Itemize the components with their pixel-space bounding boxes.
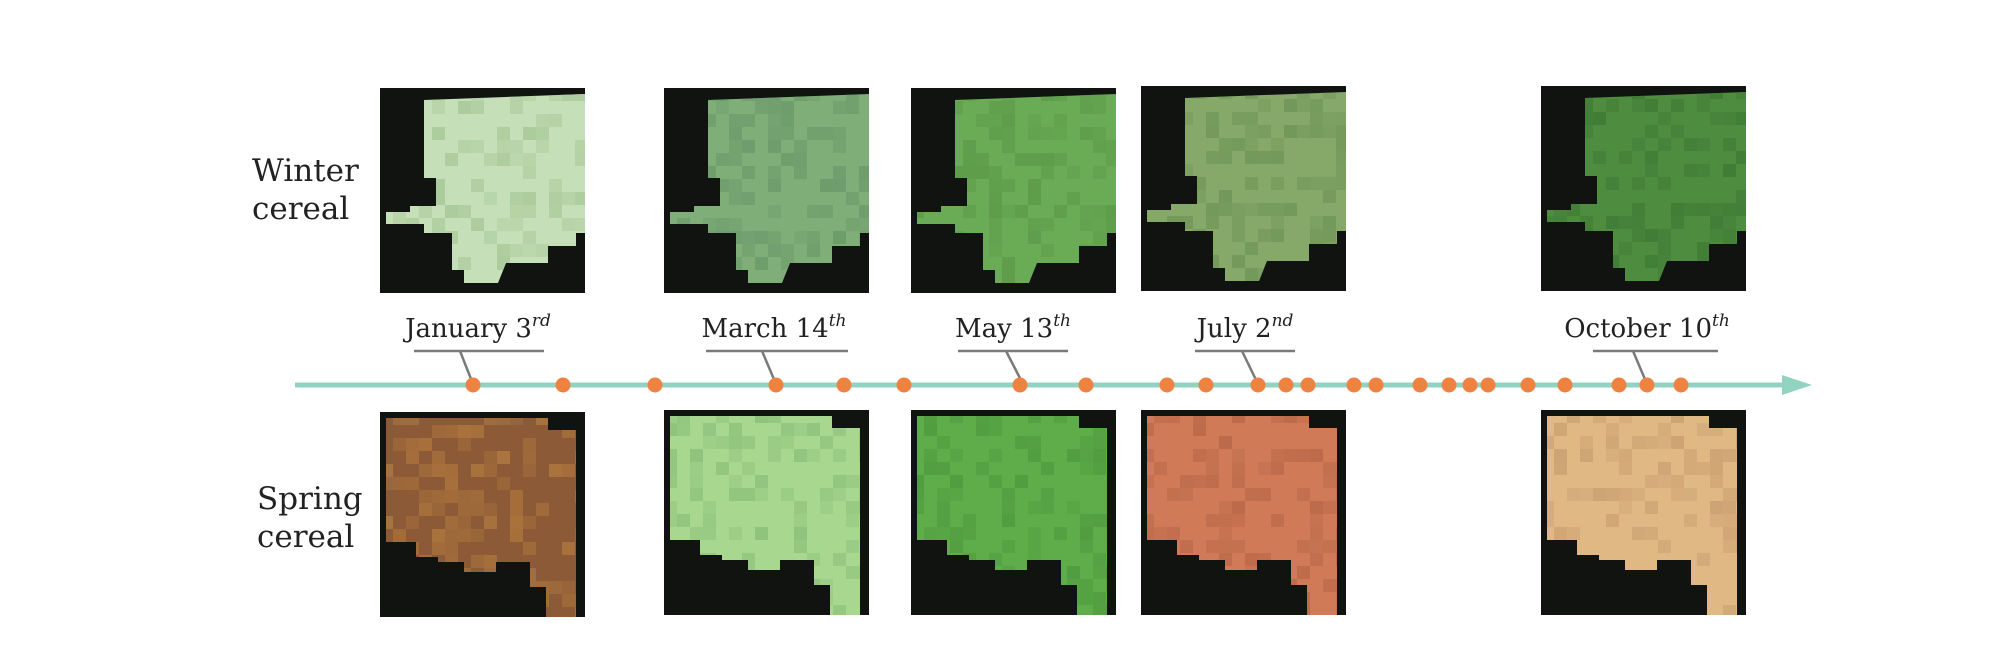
date-text: May 13 bbox=[955, 314, 1054, 344]
spring-label-line1: Spring bbox=[257, 481, 363, 517]
acquisition-dot-4 bbox=[768, 377, 784, 393]
spring-label-line2: cereal bbox=[257, 519, 355, 555]
winter-label-line2: cereal bbox=[252, 191, 350, 227]
date-text: October 10 bbox=[1564, 314, 1713, 344]
acquisition-dot-7 bbox=[1012, 377, 1028, 393]
winter-tile-4 bbox=[1141, 86, 1346, 291]
spring-parcel-image-4 bbox=[1141, 410, 1346, 615]
date-suffix: th bbox=[828, 311, 847, 331]
winter-tile-3 bbox=[911, 88, 1116, 293]
acquisition-dot-24 bbox=[1673, 377, 1689, 393]
acquisition-dot-3 bbox=[647, 377, 663, 393]
acquisition-dot-13 bbox=[1300, 377, 1316, 393]
winter-parcel-image-3 bbox=[911, 88, 1116, 293]
acquisition-dot-1 bbox=[465, 377, 481, 393]
acquisition-dot-20 bbox=[1520, 377, 1536, 393]
spring-tile-5 bbox=[1541, 410, 1746, 615]
acquisition-dot-22 bbox=[1611, 377, 1627, 393]
acquisition-dot-21 bbox=[1557, 377, 1573, 393]
winter-tile-5 bbox=[1541, 86, 1746, 291]
acquisition-dot-6 bbox=[896, 377, 912, 393]
acquisition-dot-9 bbox=[1159, 377, 1175, 393]
acquisition-dot-16 bbox=[1412, 377, 1428, 393]
acquisition-dot-15 bbox=[1368, 377, 1384, 393]
date-label-march: March 14th bbox=[701, 311, 847, 345]
winter-parcel-image-4 bbox=[1141, 86, 1346, 291]
acquisition-dot-18 bbox=[1462, 377, 1478, 393]
spring-tile-3 bbox=[911, 410, 1116, 615]
date-label-october: October 10th bbox=[1564, 311, 1730, 345]
winter-parcel-image-2 bbox=[664, 88, 869, 293]
acquisition-dot-2 bbox=[555, 377, 571, 393]
acquisition-dot-5 bbox=[836, 377, 852, 393]
acquisition-dot-12 bbox=[1278, 377, 1294, 393]
date-suffix: rd bbox=[531, 311, 551, 331]
timeline-arrowhead bbox=[1782, 375, 1812, 395]
winter-parcel-image-5 bbox=[1541, 86, 1746, 291]
date-suffix: th bbox=[1053, 311, 1071, 331]
date-label-january: January 3rd bbox=[405, 311, 551, 345]
acquisition-dot-10 bbox=[1198, 377, 1214, 393]
acquisition-dot-14 bbox=[1346, 377, 1362, 393]
spring-tile-1 bbox=[380, 412, 585, 617]
date-label-may: May 13th bbox=[955, 311, 1071, 345]
winter-tile-2 bbox=[664, 88, 869, 293]
date-text: March 14 bbox=[701, 314, 829, 344]
spring-parcel-image-3 bbox=[911, 410, 1116, 615]
spring-parcel-image-1 bbox=[380, 412, 585, 617]
winter-tile-1 bbox=[380, 88, 585, 293]
spring-tile-2 bbox=[664, 410, 869, 615]
spring-tile-4 bbox=[1141, 410, 1346, 615]
winter-cereal-label: Winter cereal bbox=[252, 152, 359, 228]
spring-cereal-label: Spring cereal bbox=[257, 480, 363, 556]
date-suffix: th bbox=[1712, 311, 1730, 331]
acquisition-dot-19 bbox=[1480, 377, 1496, 393]
acquisition-dot-23 bbox=[1639, 377, 1655, 393]
date-text: July 2 bbox=[1196, 314, 1272, 344]
winter-parcel-image-1 bbox=[380, 88, 585, 293]
date-suffix: nd bbox=[1271, 311, 1294, 331]
acquisition-dot-11 bbox=[1250, 377, 1266, 393]
winter-label-line1: Winter bbox=[252, 153, 359, 189]
acquisition-dot-8 bbox=[1078, 377, 1094, 393]
date-label-july: July 2nd bbox=[1196, 311, 1294, 345]
date-text: January 3 bbox=[405, 314, 532, 344]
spring-parcel-image-2 bbox=[664, 410, 869, 615]
spring-parcel-image-5 bbox=[1541, 410, 1746, 615]
acquisition-dot-17 bbox=[1441, 377, 1457, 393]
